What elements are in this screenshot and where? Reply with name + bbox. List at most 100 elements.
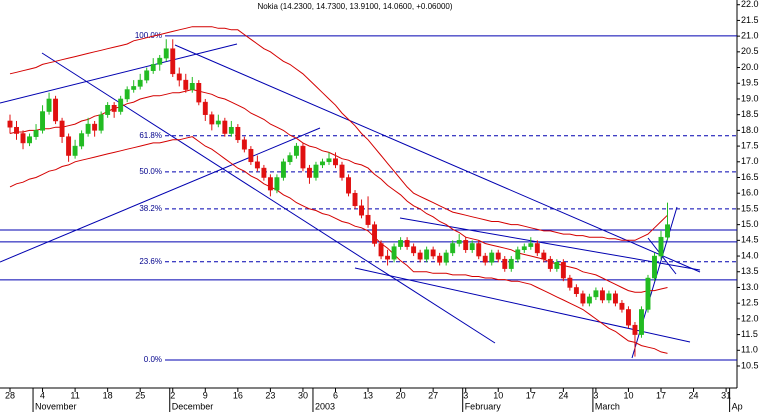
y-tick-label: 21.5 [741,15,759,25]
candle-body [248,148,254,163]
candle-body [417,252,423,260]
candle-body [346,177,351,194]
y-tick-label: 17.5 [741,140,759,150]
y-tick-label: 11.0 [741,345,758,355]
x-tick-label: 20 [396,390,406,400]
candle-body [261,167,267,178]
y-tick-label: 22.0 [741,0,759,9]
candle-body [521,246,527,251]
candle-body [254,161,260,169]
candle-body [632,324,638,335]
candle-body [378,243,384,257]
candle-body [567,277,573,288]
candle-body [502,258,508,269]
trend-line [174,44,701,273]
x-tick-label: 2 [170,390,175,400]
candle-body [463,240,469,251]
candle-body [606,293,612,301]
candle-body [72,145,78,156]
candle-body [183,79,189,90]
x-tick-label: 16 [233,390,243,400]
x-tick-label: 6 [333,390,338,400]
candle-body [359,205,364,216]
candle-body [385,255,391,260]
candle-body [137,79,143,87]
y-tick-label: 19.5 [741,78,759,88]
candle-body [424,249,430,260]
candle-body [515,249,521,260]
candle-body [150,64,156,71]
candle-body [20,133,26,144]
candle-body [105,104,111,115]
candle-body [495,252,501,260]
candle-body [404,240,410,247]
x-tick-label: 27 [428,390,438,400]
candle-body [508,258,514,269]
y-tick-label: 21.0 [741,31,759,41]
candle-body [528,243,534,247]
candle-body [176,73,182,81]
candle-body [300,145,306,169]
y-tick-label: 20.5 [741,46,759,56]
candle-body [391,246,397,260]
x-tick-label: 11 [70,390,79,400]
candle-body [469,243,475,251]
x-tick-label: 4 [40,390,45,400]
candle-body [267,177,273,191]
band-line [9,26,668,241]
x-tick-label: 24 [558,390,568,400]
candle-body [144,70,150,81]
candle-body [53,98,59,122]
candle-body [280,161,286,178]
candle-body [652,255,657,279]
y-tick-label: 19.0 [741,93,759,103]
candle-body [560,262,566,279]
x-tick-label: 3 [593,390,598,400]
candle-body [46,98,52,112]
candle-body [209,114,215,125]
x-tick-label: 31 [721,390,731,400]
candle-body [131,86,137,90]
candle-body [658,236,664,257]
y-tick-label: 16.0 [741,188,759,198]
y-tick-label: 20.0 [741,62,759,72]
x-tick-label: 17 [656,390,666,400]
candle-body [339,164,345,178]
candle-body [202,101,208,115]
x-tick-label: 24 [689,390,699,400]
y-tick-label: 18.5 [741,109,759,119]
fib-label: 23.6% [139,257,162,266]
x-tick-label: 18 [103,390,113,400]
chart-title: Nokia (14.2300, 14.7300, 13.9100, 14.060… [257,2,452,11]
candle-body [612,293,618,304]
candle-body [98,114,104,131]
x-tick-label: 3 [463,390,468,400]
candle-body [157,57,163,65]
y-tick-label: 14.0 [741,250,759,260]
candle-body [170,48,176,75]
candle-body [573,287,579,294]
candle-body [541,252,547,260]
month-label: February [465,401,502,411]
candle-body [639,309,644,335]
trend-line [41,52,496,344]
candle-body [626,309,631,326]
candle-body [222,120,228,134]
candle-body [189,83,195,90]
y-tick-label: 15.5 [741,203,759,213]
fib-label: 50.0% [139,167,162,176]
candle-body [118,98,124,112]
month-label: 2003 [315,401,335,411]
y-tick-label: 11.5 [741,329,758,339]
x-tick-label: 9 [203,390,208,400]
candle-body [27,136,32,144]
candle-body [293,145,299,156]
candle-body [163,48,169,59]
candle-body [228,126,234,134]
x-tick-label: 17 [526,390,536,400]
y-tick-label: 12.5 [741,298,759,308]
month-label: Ap [732,401,743,411]
trend-line [0,43,238,104]
candle-body [586,296,592,304]
